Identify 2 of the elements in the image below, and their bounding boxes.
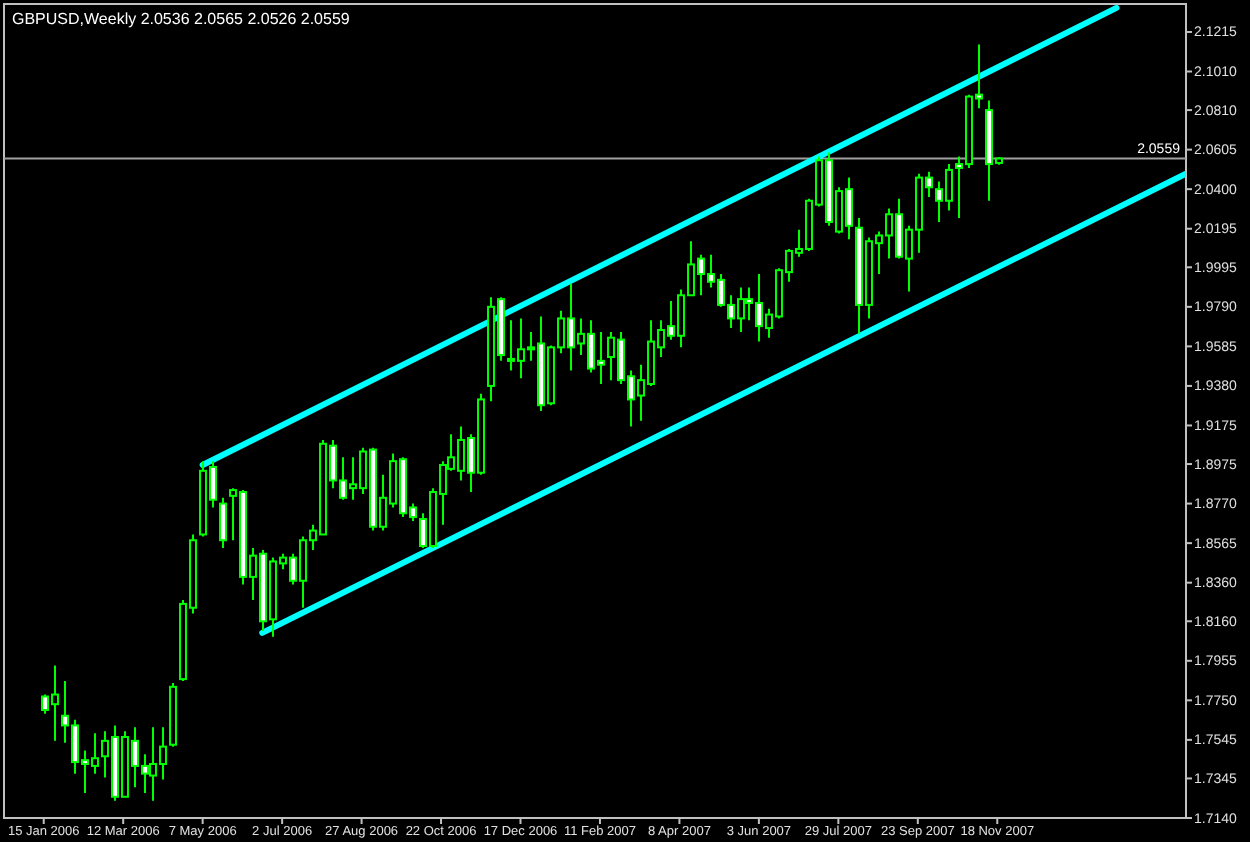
candlestick	[219, 496, 227, 549]
chart-title: GBPUSD,Weekly 2.0536 2.0565 2.0526 2.0559	[12, 10, 351, 28]
